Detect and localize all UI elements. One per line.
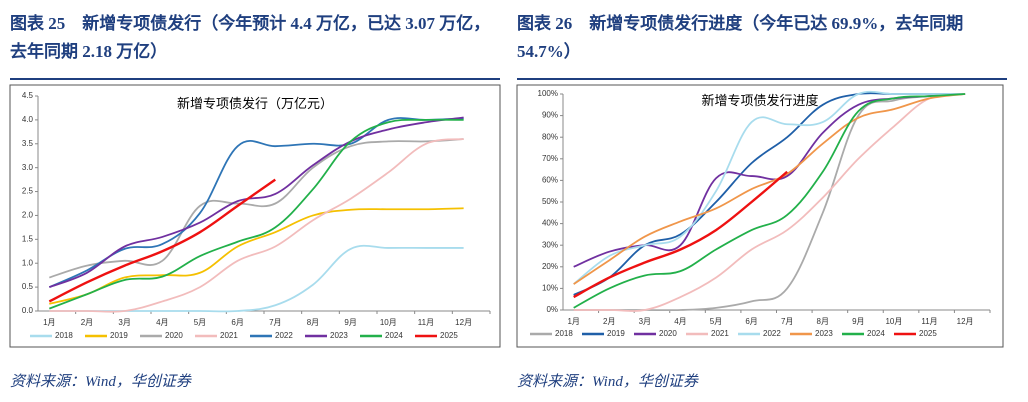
legend-label: 2021 (711, 329, 729, 338)
x-tick-label: 7月 (781, 317, 793, 326)
x-tick-label: 10月 (380, 318, 397, 327)
y-tick-label: 0.0 (22, 306, 34, 315)
series-line (48, 116, 464, 288)
figure-caption: 图表 26 新增专项债发行进度（今年已达 69.9%，去年同期 54.7%） (517, 14, 964, 61)
legend-label: 2024 (385, 331, 403, 340)
series-line (573, 93, 966, 285)
chart-title: 新增专项债发行进度 (701, 93, 818, 108)
y-tick-label: 3.5 (22, 139, 34, 148)
x-tick-label: 1月 (567, 317, 579, 326)
x-tick-label: 8月 (307, 318, 319, 327)
y-tick-label: 2.0 (22, 211, 34, 220)
y-tick-label: 100% (538, 89, 558, 98)
x-tick-label: 12月 (957, 317, 974, 326)
series-line (573, 90, 966, 285)
x-tick-label: 3月 (118, 318, 130, 327)
y-tick-label: 20% (542, 262, 558, 271)
x-tick-label: 1月 (43, 318, 55, 327)
legend-label: 2025 (919, 329, 937, 338)
x-tick-label: 2月 (603, 317, 615, 326)
x-tick-label: 4月 (674, 317, 686, 326)
x-tick-label: 12月 (455, 318, 472, 327)
series-line (573, 170, 788, 299)
legend-label: 2020 (165, 331, 183, 340)
x-tick-label: 4月 (156, 318, 168, 327)
legend-label: 2024 (867, 329, 885, 338)
source-note: 资料来源：Wind，华创证券 (10, 374, 191, 390)
x-tick-label: 3月 (639, 317, 651, 326)
series-line (49, 207, 464, 305)
source-note: 资料来源：Wind，华创证券 (517, 374, 698, 390)
x-tick-label: 10月 (885, 317, 902, 326)
legend-label: 2023 (815, 329, 833, 338)
legend-label: 2019 (110, 331, 128, 340)
chart-frame (9, 84, 501, 348)
y-tick-label: 1.0 (22, 258, 34, 267)
figure-caption: 图表 25 新增专项债发行（今年预计 4.4 万亿，已达 3.07 万亿，去年同… (10, 14, 491, 61)
y-tick-label: 30% (542, 240, 558, 249)
y-tick-label: 4.5 (22, 91, 34, 100)
series-line (48, 178, 276, 303)
series-line (48, 118, 464, 310)
x-tick-label: 11月 (921, 317, 937, 326)
y-tick-label: 1.5 (22, 234, 34, 243)
x-tick-label: 8月 (817, 317, 829, 326)
x-tick-label: 9月 (344, 318, 356, 327)
y-tick-label: 40% (542, 219, 558, 228)
y-tick-label: 50% (542, 197, 558, 206)
legend-label: 2020 (659, 329, 677, 338)
series-line (48, 117, 464, 288)
legend-label: 2018 (55, 331, 73, 340)
y-tick-label: 3.0 (22, 163, 34, 172)
series-line (573, 92, 966, 296)
x-tick-label: 6月 (231, 318, 243, 327)
legend-label: 2019 (607, 329, 625, 338)
x-tick-label: 7月 (269, 318, 281, 327)
x-tick-label: 6月 (745, 317, 757, 326)
y-tick-label: 2.5 (22, 187, 34, 196)
y-tick-label: 4.0 (22, 115, 34, 124)
y-tick-label: 0.5 (22, 282, 34, 291)
legend-label: 2021 (220, 331, 238, 340)
caption-rule (10, 78, 500, 80)
legend-label: 2025 (440, 331, 458, 340)
series-line (573, 93, 966, 309)
legend-label: 2022 (275, 331, 293, 340)
series-line (573, 93, 966, 312)
x-tick-label: 9月 (852, 317, 864, 326)
series-line (573, 93, 966, 312)
y-tick-label: 0% (546, 305, 558, 314)
y-tick-label: 90% (542, 111, 558, 120)
x-tick-label: 5月 (194, 318, 206, 327)
y-tick-label: 80% (542, 132, 558, 141)
x-tick-label: 2月 (81, 318, 93, 327)
chart-frame (516, 84, 1004, 348)
legend-label: 2022 (763, 329, 781, 338)
y-tick-label: 60% (542, 176, 558, 185)
x-tick-label: 5月 (710, 317, 722, 326)
series-line (49, 138, 464, 279)
x-tick-label: 11月 (418, 318, 434, 327)
y-tick-label: 10% (542, 284, 558, 293)
series-line (49, 138, 464, 313)
legend-label: 2018 (555, 329, 573, 338)
caption-rule (517, 78, 1007, 80)
legend-label: 2023 (330, 331, 348, 340)
y-tick-label: 70% (542, 154, 558, 163)
chart-title: 新增专项债发行（万亿元） (177, 96, 333, 111)
